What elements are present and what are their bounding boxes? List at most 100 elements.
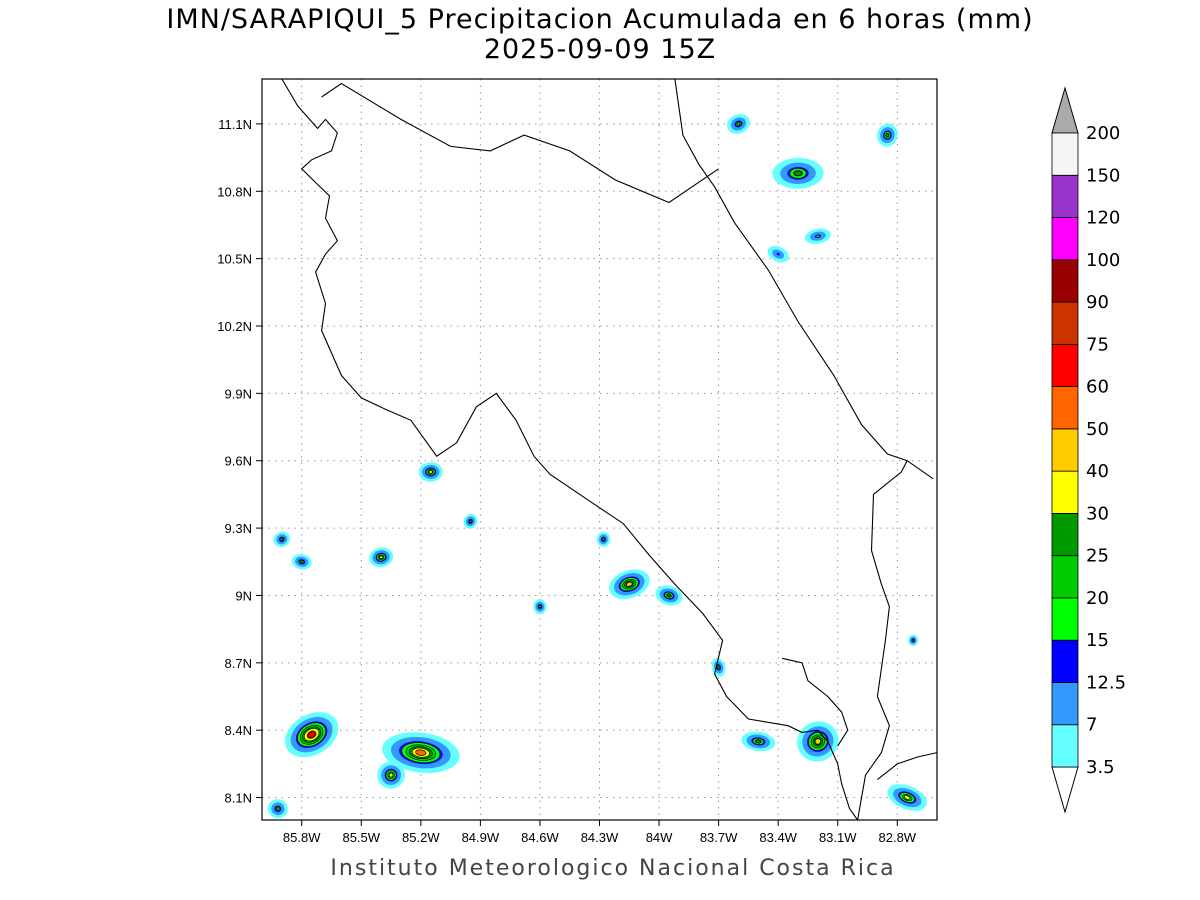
precip-contour-line bbox=[428, 470, 433, 474]
lon-tick-label: 84.3W bbox=[581, 830, 619, 845]
precip-contour-line bbox=[814, 738, 822, 745]
precip-cell bbox=[418, 462, 443, 482]
precip-contour-line bbox=[912, 639, 915, 642]
precip-contour-line bbox=[619, 577, 639, 592]
precip-contour bbox=[815, 738, 821, 745]
colorbar-label: 75 bbox=[1086, 334, 1109, 355]
colorbar-swatch bbox=[1051, 343, 1079, 388]
colorbar-label: 12.5 bbox=[1086, 672, 1126, 693]
colorbar-swatch bbox=[1051, 259, 1079, 303]
precip-contour-line bbox=[752, 737, 765, 745]
footer-credit: Instituto Meteorologico Nacional Costa R… bbox=[330, 856, 896, 881]
precip-contour bbox=[379, 555, 383, 559]
precip-contour-line bbox=[379, 555, 384, 559]
precip-contour-line bbox=[298, 559, 305, 564]
precip-contour-line bbox=[885, 133, 890, 138]
pacific-coastline bbox=[281, 79, 859, 820]
precip-contour-line bbox=[307, 731, 316, 738]
precip-contour bbox=[755, 740, 761, 743]
gulf-outline bbox=[781, 657, 849, 747]
lon-tick-label: 85.2W bbox=[402, 830, 440, 845]
precip-contour-line bbox=[626, 581, 633, 587]
precip-contour-line bbox=[815, 234, 821, 238]
precip-contour-line bbox=[666, 593, 672, 598]
lat-tick-label: 8.7N bbox=[225, 656, 252, 671]
precip-cell bbox=[273, 531, 291, 548]
map-datetime: 2025-09-09 15Z bbox=[483, 34, 717, 65]
precip-cell bbox=[711, 657, 726, 677]
colorbar-label: 100 bbox=[1086, 250, 1120, 271]
precip-cell bbox=[804, 228, 831, 244]
lat-tick-label: 9.3N bbox=[225, 521, 252, 536]
precip-contour-line bbox=[376, 553, 386, 562]
precip-cell bbox=[377, 761, 405, 789]
precip-contour-line bbox=[664, 591, 674, 599]
lat-tick-label: 10.5N bbox=[217, 252, 252, 267]
colorbar-swatch bbox=[1051, 682, 1079, 726]
precip-contour-line bbox=[537, 604, 542, 609]
colorbar-label: 15 bbox=[1086, 630, 1109, 651]
lat-tick-label: 9N bbox=[235, 588, 252, 603]
precip-contour bbox=[885, 133, 889, 137]
colorbar-label: 7 bbox=[1086, 715, 1097, 736]
colorbar-swatch bbox=[1051, 301, 1079, 345]
precip-contour-line bbox=[814, 737, 822, 745]
precip-contour-line bbox=[883, 131, 891, 140]
precip-contour bbox=[794, 171, 802, 176]
lon-tick-label: 84.9W bbox=[462, 830, 500, 845]
precip-contour bbox=[626, 582, 633, 587]
precip-cell bbox=[908, 634, 919, 647]
lon-tick-label: 85.8W bbox=[283, 830, 321, 845]
colorbar-label: 30 bbox=[1086, 503, 1109, 524]
map-title: IMN/SARAPIQUI_5 Precipitacion Acumulada … bbox=[166, 4, 1034, 35]
colorbar-swatch bbox=[1051, 132, 1079, 176]
precip-contour-line bbox=[808, 732, 828, 751]
precip-contour-line bbox=[716, 664, 721, 670]
precip-cell bbox=[772, 157, 824, 189]
precip-contour bbox=[389, 773, 393, 777]
colorbar-swatch bbox=[1051, 470, 1079, 514]
precip-contour bbox=[736, 122, 741, 126]
precip-contour-line bbox=[469, 519, 472, 523]
precip-cell bbox=[291, 554, 312, 570]
lat-tick-label: 9.6N bbox=[225, 454, 252, 469]
colorbar-under-arrow bbox=[1051, 766, 1079, 814]
precip-contour-line bbox=[624, 580, 635, 588]
colorbar: 3.5 7 12.5 15 20 25 30 40 50 60 75 90 100 120 150 200 bbox=[1051, 86, 1126, 814]
grid-lines bbox=[262, 79, 937, 820]
precip-contour bbox=[300, 560, 304, 563]
panama-coastline bbox=[877, 752, 937, 781]
precip-contour-line bbox=[306, 730, 317, 739]
precip-contour-line bbox=[666, 593, 672, 598]
colorbar-swatch bbox=[1051, 597, 1079, 641]
precip-contour bbox=[429, 470, 433, 474]
precip-contour-line bbox=[602, 537, 605, 541]
lat-tick-label: 8.4N bbox=[225, 723, 252, 738]
precip-cell bbox=[533, 599, 547, 615]
lon-tick-label: 83.1W bbox=[819, 830, 857, 845]
precip-cell bbox=[284, 712, 339, 758]
precip-cell bbox=[797, 721, 839, 762]
colorbar-swatch bbox=[1051, 174, 1079, 218]
lat-tick-label: 11.1N bbox=[218, 117, 252, 132]
precip-contour-line bbox=[280, 537, 284, 541]
lon-tick-label: 85.5W bbox=[342, 830, 380, 845]
precip-contour-line bbox=[601, 537, 606, 542]
precip-contour-line bbox=[409, 746, 433, 760]
precip-contour-line bbox=[415, 749, 427, 756]
colorbar-swatch bbox=[1051, 513, 1079, 557]
colorbar-label: 50 bbox=[1086, 419, 1109, 440]
colorbar-label: 20 bbox=[1086, 588, 1109, 609]
coastlines bbox=[281, 79, 937, 820]
precip-contour-line bbox=[385, 769, 397, 781]
precip-contour-line bbox=[789, 168, 807, 179]
colorbar-label: 25 bbox=[1086, 546, 1109, 567]
precip-contour-line bbox=[736, 122, 741, 126]
precip-cell bbox=[369, 547, 394, 568]
lat-tick-label: 8.1N bbox=[225, 791, 252, 806]
precip-contour-line bbox=[299, 560, 304, 564]
precip-contour-line bbox=[300, 724, 324, 745]
precip-cell bbox=[741, 731, 776, 752]
lon-tick-label: 83.4W bbox=[759, 830, 797, 845]
